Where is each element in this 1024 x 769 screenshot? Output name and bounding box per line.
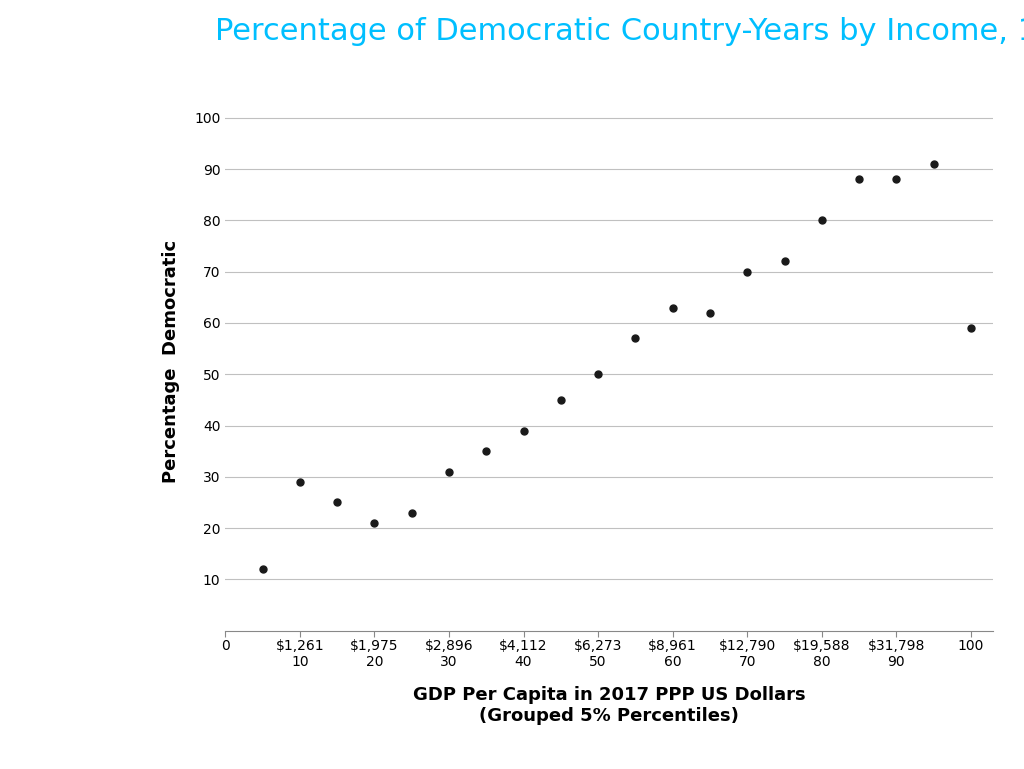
Point <box>627 332 643 345</box>
X-axis label: GDP Per Capita in 2017 PPP US Dollars
(Grouped 5% Percentiles): GDP Per Capita in 2017 PPP US Dollars (G… <box>413 686 806 724</box>
Point <box>254 563 270 575</box>
Point <box>590 368 606 381</box>
Point <box>292 476 308 488</box>
Text: Percentage of Democratic Country-Years by Income, 1950-2019: Percentage of Democratic Country-Years b… <box>215 17 1024 46</box>
Point <box>478 445 495 458</box>
Point <box>814 215 830 227</box>
Point <box>926 158 942 170</box>
Point <box>515 424 531 437</box>
Point <box>776 255 793 268</box>
Point <box>665 301 681 314</box>
Point <box>963 322 979 335</box>
Point <box>888 173 904 185</box>
Point <box>329 496 345 508</box>
Point <box>440 465 457 478</box>
Point <box>403 507 420 519</box>
Point <box>701 307 718 319</box>
Point <box>553 394 569 406</box>
Y-axis label: Percentage  Democratic: Percentage Democratic <box>162 240 180 483</box>
Point <box>739 265 756 278</box>
Point <box>851 173 867 185</box>
Point <box>367 517 383 529</box>
